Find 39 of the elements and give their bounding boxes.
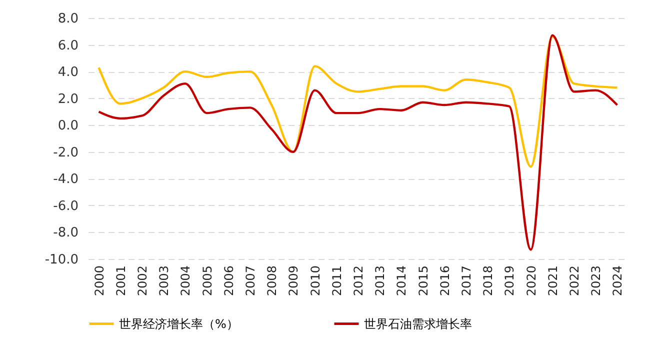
y-tick-label: -2.0: [53, 145, 78, 160]
x-tick-label: 2004: [178, 266, 193, 296]
line-series: [98, 34, 618, 251]
line-series: [98, 36, 618, 168]
y-tick-label: -10.0: [44, 252, 78, 268]
legend-label: 世界石油需求增长率: [364, 316, 472, 331]
x-tick-label: 2019: [502, 266, 517, 296]
y-tick-label: -4.0: [53, 172, 78, 188]
x-tick-label: 2022: [568, 266, 582, 296]
x-tick-label: 2024: [610, 266, 625, 296]
x-tick-label: 2010: [308, 266, 322, 296]
x-tick-label: 2006: [222, 266, 236, 296]
legend-label: 世界经济增长率（%）: [119, 316, 238, 331]
y-tick-label: 6.0: [58, 38, 78, 54]
x-tick-label: 2009: [286, 266, 301, 296]
y-tick-label: 0.0: [58, 118, 78, 134]
x-tick-label: 2005: [200, 266, 214, 296]
x-tick-label: 2020: [524, 266, 538, 296]
x-tick-label: 2002: [136, 266, 150, 296]
y-tick-label: 4.0: [58, 65, 78, 80]
x-tick-label: 2017: [460, 266, 474, 296]
x-tick-label: 2018: [481, 266, 496, 296]
y-tick-label: 2.0: [58, 92, 78, 107]
x-tick-label: 2003: [157, 266, 172, 296]
y-tick-label: 8.0: [58, 12, 78, 26]
x-tick-label: 2007: [244, 266, 258, 296]
x-tick-label: 2013: [373, 266, 388, 296]
x-tick-label: 2016: [438, 266, 452, 296]
x-tick-label: 2001: [114, 266, 128, 296]
y-tick-label: -6.0: [53, 198, 78, 214]
x-tick-label: 2014: [394, 266, 409, 296]
x-tick-label: 2000: [92, 266, 106, 296]
x-tick-label: 2021: [546, 266, 560, 296]
x-tick-label: 2012: [352, 266, 366, 296]
x-tick-label: 2011: [330, 266, 344, 296]
x-tick-label: 2023: [589, 266, 604, 296]
x-tick-label: 2008: [265, 266, 280, 296]
x-tick-label: 2015: [416, 266, 430, 296]
y-tick-label: -8.0: [53, 226, 78, 241]
